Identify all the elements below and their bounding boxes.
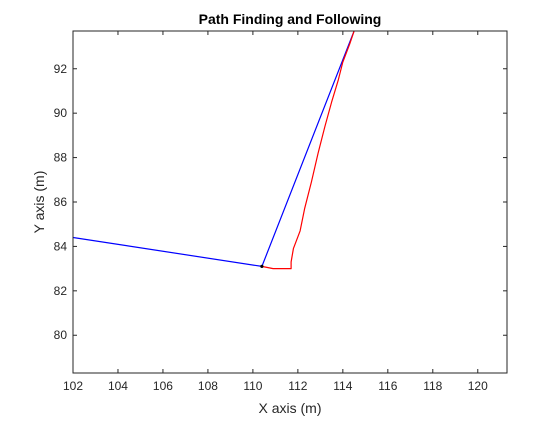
series-line-2 bbox=[261, 31, 355, 270]
x-tick-label: 102 bbox=[63, 379, 83, 393]
x-tick-label: 118 bbox=[423, 379, 442, 393]
x-tick-label: 110 bbox=[243, 379, 262, 393]
y-axis-label: Y axis (m) bbox=[31, 171, 47, 234]
plot-background bbox=[73, 31, 507, 373]
chart-title: Path Finding and Following bbox=[199, 11, 382, 27]
tick-layer: 102 104 106 108 110 112 114 116 118 120 80 82 84 86 88… bbox=[54, 31, 507, 393]
x-tick-label: 114 bbox=[333, 379, 352, 393]
start-point-marker bbox=[260, 264, 264, 269]
y-tick-label: 86 bbox=[54, 195, 68, 209]
x-tick-label: 112 bbox=[288, 379, 307, 393]
x-tick-label: 104 bbox=[108, 379, 128, 393]
x-tick-label: 108 bbox=[198, 379, 218, 393]
marker-layer bbox=[260, 264, 264, 269]
x-tick-label: 120 bbox=[468, 379, 488, 393]
y-tick-label: 88 bbox=[54, 151, 68, 165]
y-tick-label: 80 bbox=[54, 328, 68, 342]
y-tick-label: 90 bbox=[54, 106, 68, 120]
y-tick-label: 92 bbox=[54, 62, 68, 76]
y-tick-label: 82 bbox=[54, 284, 68, 298]
x-axis-label: X axis (m) bbox=[259, 400, 322, 416]
x-tick-label: 116 bbox=[378, 379, 397, 393]
y-tick-label: 84 bbox=[54, 239, 68, 253]
x-tick-label: 106 bbox=[153, 379, 173, 393]
